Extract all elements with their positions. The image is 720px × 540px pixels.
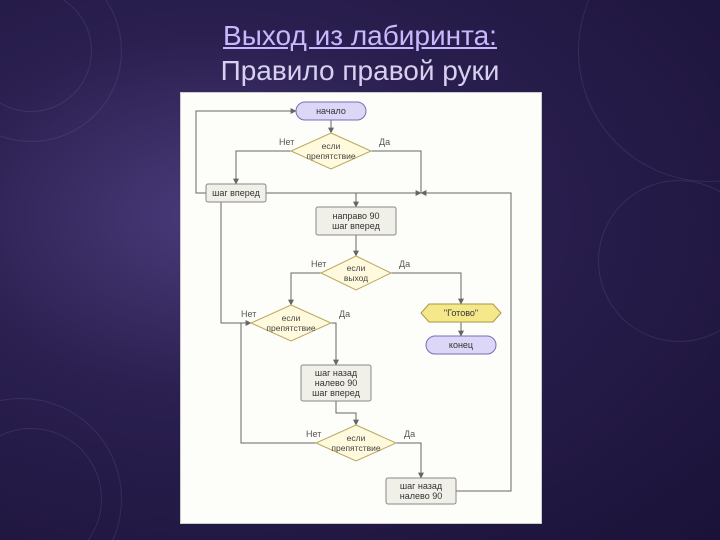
svg-text:препятствие: препятствие	[306, 151, 355, 161]
svg-text:шаг вперед: шаг вперед	[312, 388, 360, 398]
svg-text:Да: Да	[404, 429, 415, 439]
svg-text:"Готово": "Готово"	[444, 308, 478, 318]
svg-text:если: если	[282, 313, 301, 323]
svg-text:если: если	[347, 433, 366, 443]
svg-text:Нет: Нет	[279, 137, 294, 147]
flowchart-svg: НетДаДаНетНетДаНетДаначалоеслипрепятстви…	[181, 93, 541, 523]
svg-text:начало: начало	[316, 106, 346, 116]
svg-text:шаг назад: шаг назад	[400, 481, 443, 491]
svg-text:Да: Да	[339, 309, 350, 319]
svg-text:Нет: Нет	[311, 259, 326, 269]
svg-text:Нет: Нет	[306, 429, 321, 439]
svg-text:шаг назад: шаг назад	[315, 368, 358, 378]
svg-text:препятствие: препятствие	[331, 443, 380, 453]
svg-text:препятствие: препятствие	[266, 323, 315, 333]
svg-text:налево 90: налево 90	[315, 378, 357, 388]
svg-text:Да: Да	[399, 259, 410, 269]
svg-text:Да: Да	[379, 137, 390, 147]
title-line1: Выход из лабиринта:	[223, 20, 497, 51]
svg-text:если: если	[322, 141, 341, 151]
svg-text:шаг вперед: шаг вперед	[212, 188, 260, 198]
flowchart-panel: НетДаДаНетНетДаНетДаначалоеслипрепятстви…	[180, 92, 542, 524]
svg-text:если: если	[347, 263, 366, 273]
svg-text:шаг вперед: шаг вперед	[332, 221, 380, 231]
svg-text:направо 90: направо 90	[332, 211, 379, 221]
svg-text:Нет: Нет	[241, 309, 256, 319]
svg-text:налево 90: налево 90	[400, 491, 442, 501]
slide-title: Выход из лабиринта: Правило правой руки	[0, 18, 720, 88]
title-line2: Правило правой руки	[221, 55, 500, 86]
svg-text:конец: конец	[449, 340, 473, 350]
svg-text:выход: выход	[344, 273, 368, 283]
